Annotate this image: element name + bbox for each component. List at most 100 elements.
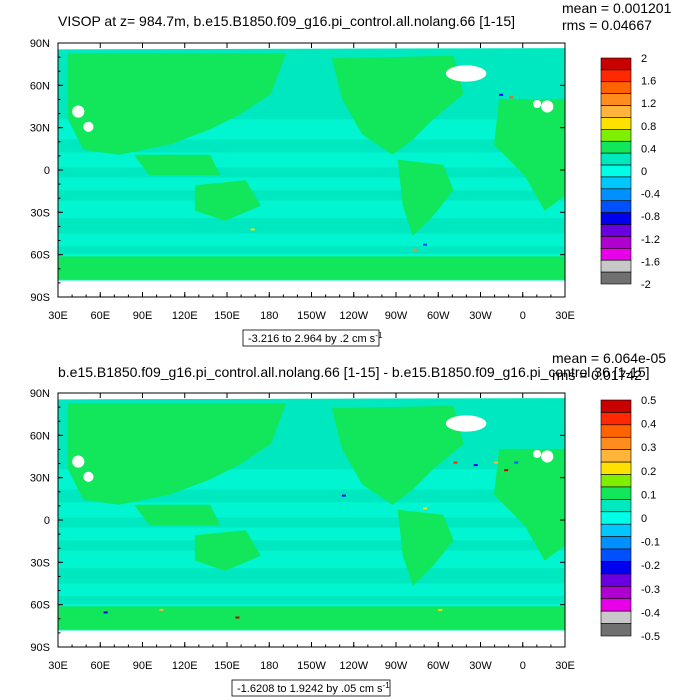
- svg-text:-1.6208 to 1.9242 by .05 cm s-: -1.6208 to 1.9242 by .05 cm s-1: [237, 681, 390, 695]
- colorbar-label: 0.4: [641, 419, 656, 431]
- colorbar-label: 0.1: [641, 489, 656, 501]
- anomaly-speck: [473, 464, 478, 467]
- colorbar-swatch: [600, 69, 632, 83]
- colorbar-label: -0.2: [641, 560, 660, 572]
- ocean-band: [58, 152, 565, 168]
- colorbar-swatch: [600, 436, 632, 450]
- missing-patch: [83, 471, 94, 482]
- colorbar-swatch: [600, 129, 632, 142]
- colorbar-swatch: [600, 176, 632, 190]
- colorbar-swatch: [600, 412, 632, 426]
- colorbar-label: -0.1: [641, 537, 660, 549]
- colorbar-label: 0: [641, 513, 647, 525]
- colorbar-swatch: [600, 152, 632, 166]
- y-tick-label: 60N: [30, 430, 50, 442]
- anomaly-speck: [438, 608, 443, 611]
- x-tick-label: 60W: [427, 310, 450, 322]
- anomaly-speck: [159, 608, 164, 611]
- colorbar-swatch: [600, 424, 632, 438]
- colorbar-swatch: [600, 200, 632, 213]
- colorbar-label: -0.3: [641, 584, 660, 596]
- x-tick-label: 120E: [172, 660, 198, 672]
- x-tick-label: 60E: [90, 310, 110, 322]
- x-tick-label: 0: [520, 660, 526, 672]
- missing-greenland: [445, 415, 487, 432]
- panel-2-range-label: -1.6208 to 1.9242 by .05 cm s: [237, 683, 383, 695]
- land-maritime-continent: [134, 154, 221, 176]
- colorbar-swatch: [600, 224, 632, 237]
- x-tick-label: 120E: [172, 310, 198, 322]
- panel-2-range-unit: -1: [383, 681, 391, 690]
- y-tick-label: 0: [44, 165, 50, 177]
- missing-patch: [72, 455, 85, 468]
- x-tick-label: 30E: [48, 310, 68, 322]
- panel-2-axes: 30E 60E 90E 120E 150E 180 150W 120W 90W 60W 30W 0 30…: [30, 388, 575, 672]
- land-south-america: [397, 509, 454, 586]
- colorbar-swatch: [600, 248, 632, 261]
- colorbar-swatch: [600, 449, 632, 463]
- colorbar-label: -0.4: [641, 189, 660, 201]
- colorbar-swatch: [600, 93, 632, 106]
- colorbar-swatch: [600, 164, 632, 178]
- anomaly-speck: [250, 228, 255, 231]
- panel-1-colorbar: 2 1.6 1.2 0.8 0.4 0 -0.4 -0.8 -1.2 -1.6 -2: [600, 53, 660, 291]
- panel-2-map: [58, 393, 565, 647]
- x-tick-label: 30E: [555, 310, 575, 322]
- colorbar-label: 0.3: [641, 442, 656, 454]
- colorbar-label: 0.5: [641, 395, 656, 407]
- colorbar-swatch: [600, 548, 632, 562]
- anomaly-speck: [235, 616, 240, 619]
- colorbar-swatch: [600, 212, 632, 225]
- colorbar-swatch: [600, 461, 632, 475]
- colorbar-label: -0.8: [641, 211, 660, 223]
- y-tick-label: 60S: [30, 250, 50, 262]
- land-asia: [68, 403, 287, 505]
- colorbar-swatch: [600, 271, 632, 285]
- colorbar-label: 1.6: [641, 76, 656, 88]
- x-tick-label: 150W: [297, 310, 326, 322]
- y-tick-label: 30S: [30, 557, 50, 569]
- panel-1-range-unit: -1: [375, 331, 383, 340]
- colorbar-swatch: [600, 511, 632, 525]
- colorbar-label: -0.4: [641, 607, 660, 619]
- x-tick-label: 90E: [133, 310, 153, 322]
- anomaly-speck: [341, 494, 346, 497]
- panel-1-range-box: -3.216 to 2.964 by .2 cm s-1: [242, 329, 383, 347]
- land-north-america: [331, 405, 464, 505]
- y-tick-label: 90N: [30, 38, 50, 50]
- colorbar-swatch: [600, 140, 632, 154]
- x-tick-label: 60W: [427, 660, 450, 672]
- x-tick-label: 180: [260, 660, 278, 672]
- colorbar-swatch: [600, 117, 632, 130]
- colorbar-swatch: [600, 259, 632, 273]
- colorbar-label: -1.6: [641, 256, 660, 268]
- colorbar-swatch: [600, 474, 632, 488]
- anomaly-speck: [103, 611, 108, 614]
- y-tick-label: 30S: [30, 207, 50, 219]
- colorbar-swatch: [600, 561, 632, 575]
- ocean-band: [58, 583, 565, 597]
- x-tick-label: 150W: [297, 660, 326, 672]
- colorbar-swatch: [600, 499, 632, 513]
- anomaly-speck: [453, 461, 458, 464]
- colorbar-swatch: [600, 105, 632, 118]
- anomaly-speck: [509, 96, 514, 99]
- colorbar-swatch: [600, 523, 632, 537]
- colorbar-label: 0.2: [641, 466, 656, 478]
- missing-greenland: [445, 65, 487, 82]
- colorbar-swatch: [600, 236, 632, 249]
- colorbar-swatch: [600, 610, 632, 624]
- ocean-band: [58, 233, 565, 247]
- ocean-band: [58, 527, 565, 541]
- colorbar-swatch: [600, 188, 632, 202]
- panel-1-range-label: -3.216 to 2.964 by .2 cm s: [248, 333, 376, 345]
- missing-patch: [83, 121, 94, 132]
- panel-2-rms: rms = 0.01742: [552, 367, 642, 383]
- colorbar-label: -1.2: [641, 234, 660, 246]
- missing-patch: [533, 99, 542, 109]
- land-asia: [68, 53, 287, 155]
- anomaly-speck: [504, 469, 509, 472]
- panel-1-axes: 30E 60E 90E 120E 150E 180 150W 120W 90W 60W 30W 0 30…: [30, 38, 575, 322]
- ocean-band: [58, 550, 565, 569]
- colorbar-swatch: [600, 536, 632, 550]
